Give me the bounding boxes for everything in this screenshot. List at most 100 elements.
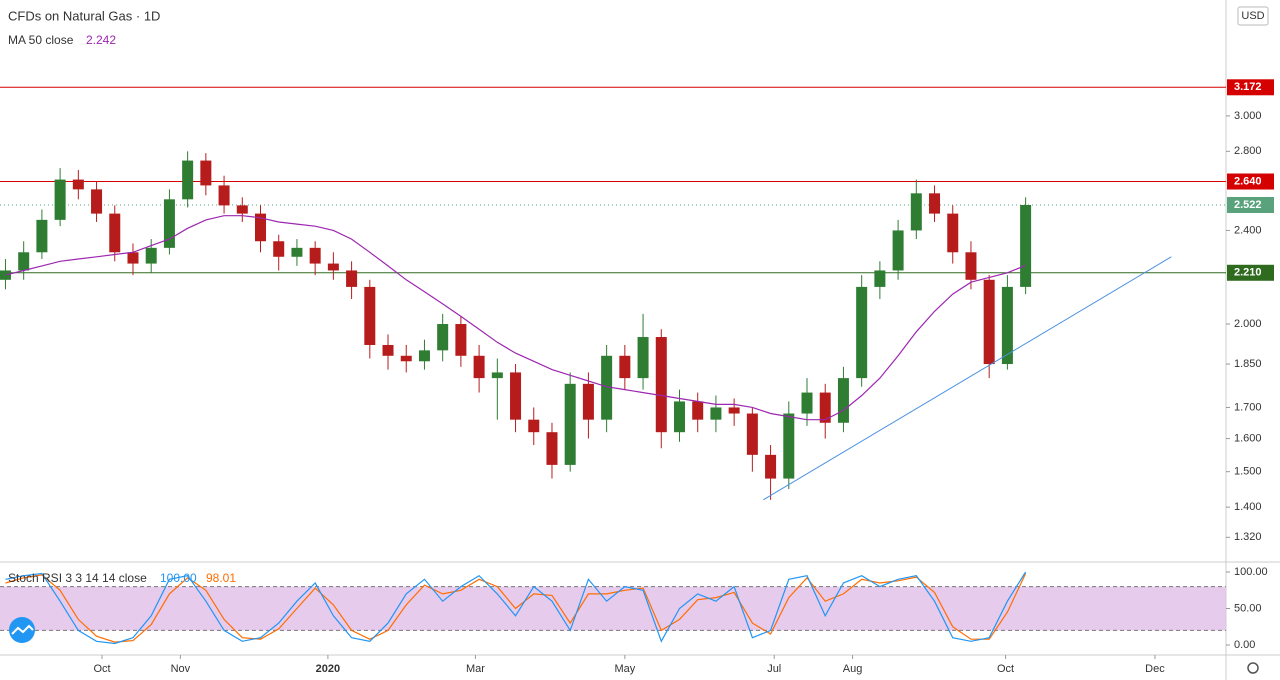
candle-body: [54, 179, 66, 220]
level-badge: [1227, 264, 1274, 281]
candle-body: [910, 193, 922, 231]
candle-body: [145, 247, 157, 264]
candle-body: [36, 219, 48, 253]
candle-body: [619, 355, 631, 379]
candle-body: [528, 419, 540, 433]
candle-body: [564, 383, 576, 465]
candle-body: [291, 247, 303, 257]
candle-body: [965, 252, 977, 280]
candle-body: [127, 252, 139, 264]
y-tick-label: 3.000: [1234, 110, 1262, 122]
candle-body: [655, 337, 667, 433]
candle-body: [765, 454, 777, 479]
candle-body: [309, 247, 321, 264]
x-tick-label: May: [614, 663, 635, 675]
stoch-line: [5, 573, 1027, 643]
x-tick-label: 2020: [316, 663, 340, 675]
stoch-tick-label: 100.00: [1234, 566, 1268, 578]
chart-title: CFDs on Natural Gas · 1D: [8, 8, 160, 23]
level-badge: [1227, 173, 1274, 190]
level-badge: [1227, 79, 1274, 96]
candle-body: [364, 286, 376, 345]
candle-body: [400, 355, 412, 362]
currency[interactable]: USD: [1241, 10, 1264, 22]
candle-body: [510, 372, 522, 420]
candle-body: [546, 432, 558, 465]
candle-body: [783, 413, 795, 479]
candle-body: [455, 324, 467, 356]
moving-average: [5, 215, 1026, 421]
candle-body: [437, 324, 449, 351]
candle-body: [91, 189, 103, 214]
logo-icon: [11, 624, 34, 635]
candle-body: [491, 372, 503, 379]
candle-body: [0, 270, 11, 280]
candle-body: [218, 185, 230, 206]
candle-body: [18, 252, 30, 271]
candle-body: [109, 213, 121, 253]
candle-body: [856, 286, 868, 379]
candle-body: [801, 392, 813, 414]
y-tick-label: 2.800: [1234, 145, 1262, 157]
stoch-d-value: 98.01: [206, 571, 236, 585]
candle-body: [983, 279, 995, 365]
candle-body: [746, 413, 758, 455]
candle-body: [874, 270, 886, 287]
candle-body: [637, 337, 649, 379]
stoch-tick-label: 0.00: [1234, 639, 1255, 651]
candle-body: [892, 230, 904, 271]
level-label: 2.210: [1234, 267, 1262, 279]
y-tick-label: 1.850: [1234, 358, 1262, 370]
x-tick-label: Aug: [843, 663, 863, 675]
y-tick-label: 1.400: [1234, 501, 1262, 513]
candle-body: [182, 160, 194, 200]
candle-body: [947, 213, 959, 253]
candle-body: [837, 378, 849, 423]
candle-body: [255, 213, 267, 242]
currency-box[interactable]: [1237, 6, 1269, 26]
y-tick-label: 1.600: [1234, 432, 1262, 444]
stoch-band: [0, 586, 1226, 631]
x-tick-label: Oct: [997, 663, 1014, 675]
candle-body: [473, 355, 485, 379]
x-tick-label: Nov: [171, 663, 191, 675]
y-tick-label: 1.700: [1234, 401, 1262, 413]
candle-body: [710, 407, 722, 420]
level-label: 3.172: [1234, 81, 1262, 93]
candle-body: [728, 407, 740, 414]
candle-body: [200, 160, 212, 186]
y-tick-label: 2.000: [1234, 318, 1262, 330]
candle-body: [673, 401, 685, 433]
indicator-value: 2.242: [86, 33, 116, 47]
level-label: 2.640: [1234, 175, 1262, 187]
y-tick-label: 1.320: [1234, 531, 1262, 543]
x-tick-label: Mar: [466, 663, 485, 675]
candle-body: [601, 355, 613, 420]
candle-body: [382, 344, 394, 356]
stoch-k-value: 100.00: [160, 571, 197, 585]
candle-body: [346, 270, 358, 287]
stoch-line: [5, 571, 1027, 645]
candle-body: [418, 350, 430, 362]
stoch-tick-label: 50.00: [1234, 602, 1262, 614]
indicator-name: MA 50 close: [8, 33, 74, 47]
candle-body: [163, 199, 175, 248]
x-tick-label: Dec: [1145, 663, 1165, 675]
level-badge: [1227, 196, 1274, 213]
candle-body: [1001, 286, 1013, 365]
x-tick-label: Oct: [93, 663, 110, 675]
y-tick-label: 2.400: [1234, 224, 1262, 236]
candle-body: [929, 193, 941, 214]
y-tick-label: 1.500: [1234, 466, 1262, 478]
candle-body: [236, 205, 248, 214]
candle-body: [692, 401, 704, 420]
stoch-title: Stoch RSI 3 3 14 14 close: [8, 571, 147, 585]
candle-body: [327, 263, 339, 271]
x-tick-label: Jul: [767, 663, 781, 675]
settings-icon[interactable]: [1247, 662, 1259, 674]
trendline: [763, 256, 1172, 501]
level-label: 2.522: [1234, 199, 1262, 211]
candle-body: [582, 383, 594, 420]
plot: 3.000 2.800 2.400 2.000 1.850 1.700 1.600 1.500…: [0, 79, 1274, 675]
